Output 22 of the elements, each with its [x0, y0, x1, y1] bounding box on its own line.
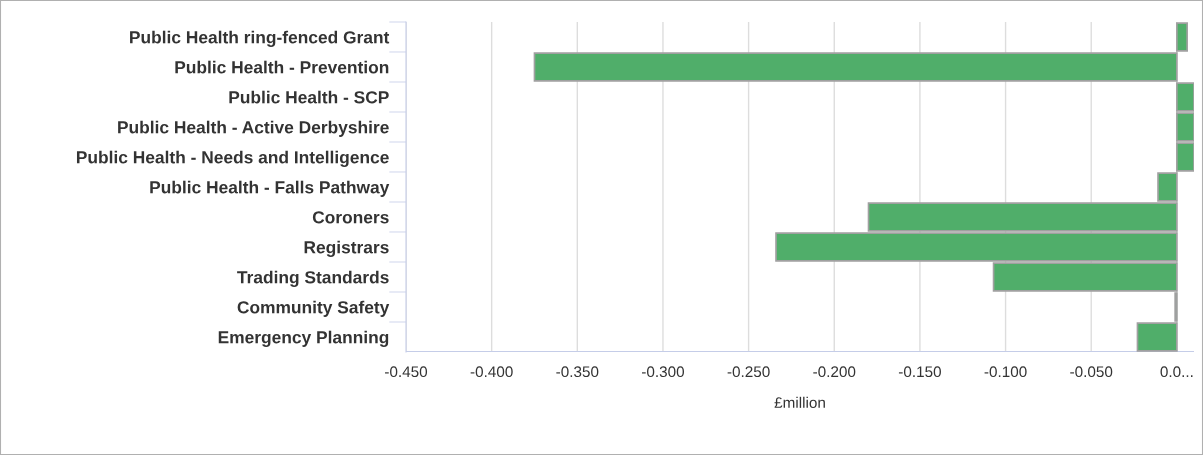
x-tick-label: -0.150	[898, 366, 941, 378]
x-tick-label: -0.050	[1070, 366, 1113, 378]
x-tick-label: -0.100	[984, 366, 1027, 378]
x-tick-label: -0.400	[470, 366, 513, 378]
y-tick-label: Public Health - Needs and Intelligence	[76, 150, 389, 167]
y-tick-label: Emergency Planning	[218, 330, 389, 347]
x-tick-label: -0.300	[641, 366, 685, 378]
x-tick-label: -0.350	[556, 366, 599, 378]
y-tick-label: Public Health - Falls Pathway	[150, 180, 390, 197]
x-tick-label: -0.200	[813, 366, 856, 378]
y-tick-label: Public Health - SCP	[229, 90, 389, 104]
y-tick-label: Public Health ring-fenced Grant	[130, 30, 390, 47]
x-tick-label: -0.250	[727, 366, 770, 378]
y-tick-label: Community Safety	[237, 300, 390, 317]
y-tick-label: Coroners	[312, 211, 389, 224]
y-tick-label: Registrars	[304, 240, 389, 257]
y-tick-label: Public Health - Prevention	[175, 60, 389, 74]
y-tick-label: Trading Standards	[237, 270, 389, 287]
x-axis-title: £million	[774, 396, 825, 409]
x-tick-label: -0.450	[385, 366, 428, 378]
y-tick-label: Public Health - Active Derbyshire	[118, 120, 389, 137]
x-tick-label: 0.0...	[1160, 366, 1193, 378]
